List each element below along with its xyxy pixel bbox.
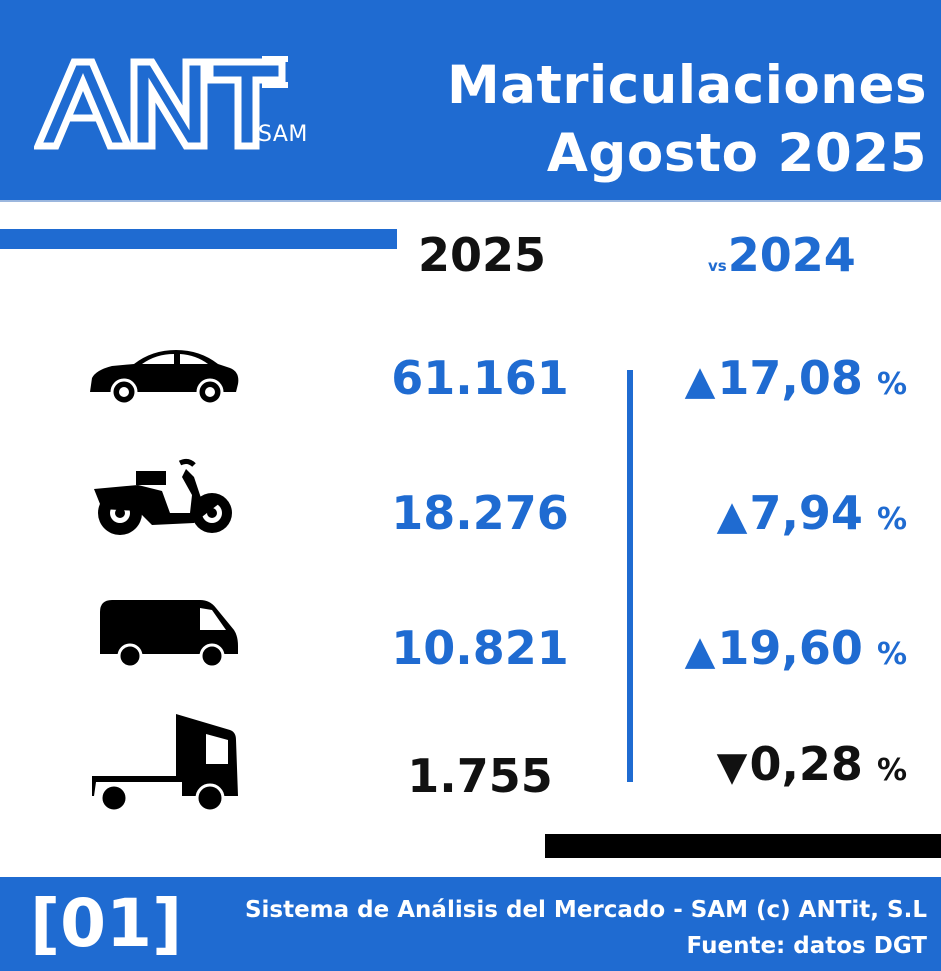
header-underline xyxy=(0,200,941,202)
footer-source: Fuente: datos DGT xyxy=(686,933,927,959)
vs-label: vs xyxy=(708,257,727,275)
row-cars: 61.161 ▲17,08% xyxy=(0,320,941,430)
page-title: Matriculaciones Agosto 2025 xyxy=(447,52,927,188)
motorcycles-change: ▲7,94% xyxy=(717,485,907,548)
motorcycles-value: 18.276 xyxy=(391,486,569,540)
cars-change: ▲17,08% xyxy=(685,350,907,413)
trucks-change-value: 0,28 xyxy=(749,737,863,791)
motorcycle-icon xyxy=(94,458,232,535)
van-icon xyxy=(100,600,238,669)
trucks-change: ▼0,28% xyxy=(717,736,907,799)
truck-icon xyxy=(92,714,238,813)
car-icon xyxy=(90,350,239,406)
row-motorcycles: 18.276 ▲7,94% xyxy=(0,455,941,565)
previous-year-header: vs2024 xyxy=(708,228,856,282)
up-arrow-icon: ▲ xyxy=(684,358,716,404)
row-vans: 10.821 ▲19,60% xyxy=(0,590,941,700)
row-trucks: 1.755 ▼0,28% xyxy=(0,712,941,822)
motorcycles-change-value: 7,94 xyxy=(749,486,863,540)
footer-credit: Sistema de Análisis del Mercado - SAM (c… xyxy=(244,897,927,923)
vans-change-value: 19,60 xyxy=(717,621,863,675)
title-line-1: Matriculaciones xyxy=(447,55,927,116)
percent-sign: % xyxy=(876,502,907,537)
logo-subtitle: SAM xyxy=(258,122,308,147)
down-arrow-icon: ▼ xyxy=(716,744,748,790)
accent-bar-bottom xyxy=(545,834,941,858)
current-year-header: 2025 xyxy=(418,228,547,282)
percent-sign: % xyxy=(876,367,907,402)
percent-sign: % xyxy=(876,637,907,672)
vans-value: 10.821 xyxy=(391,621,569,675)
cars-change-value: 17,08 xyxy=(717,351,863,405)
header-banner: SAM Matriculaciones Agosto 2025 xyxy=(0,0,941,202)
previous-year-label: 2024 xyxy=(727,228,856,282)
footer-banner: [01] Sistema de Análisis del Mercado - S… xyxy=(0,877,941,971)
vans-change: ▲19,60% xyxy=(685,620,907,683)
slide-number: [01] xyxy=(30,885,183,962)
title-line-2: Agosto 2025 xyxy=(546,123,927,184)
column-divider xyxy=(627,370,633,782)
percent-sign: % xyxy=(876,753,907,788)
cars-value: 61.161 xyxy=(391,351,569,405)
accent-bar-top xyxy=(0,229,397,249)
trucks-value: 1.755 xyxy=(407,749,553,803)
up-arrow-icon: ▲ xyxy=(684,628,716,674)
ant-logo xyxy=(34,56,288,150)
up-arrow-icon: ▲ xyxy=(716,493,748,539)
